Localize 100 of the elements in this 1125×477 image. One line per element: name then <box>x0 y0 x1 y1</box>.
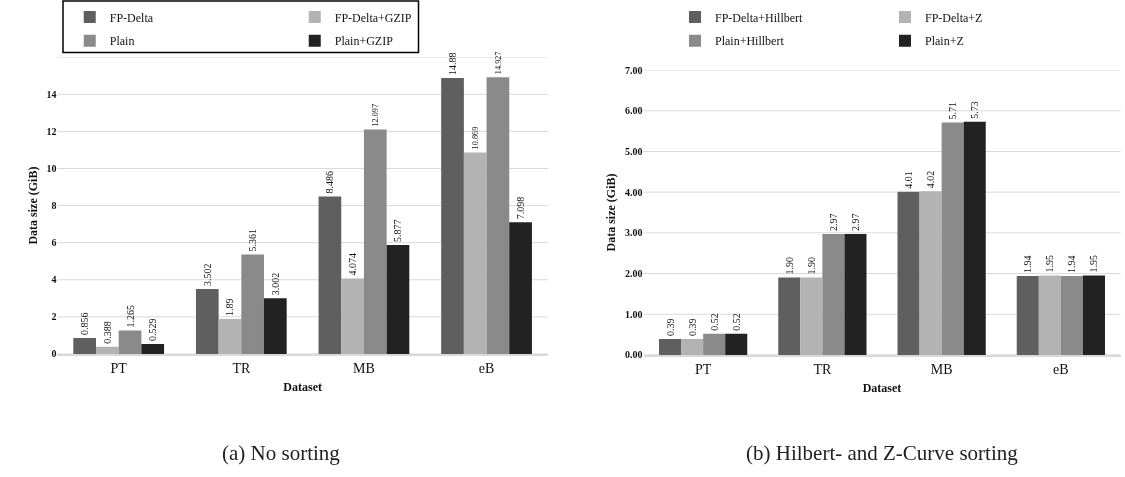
x-tick-label: PT <box>694 361 712 377</box>
data-label: 1.94 <box>1066 255 1078 273</box>
y-tick-label: 0 <box>51 348 57 360</box>
bar <box>941 122 964 355</box>
x-tick-label: MB <box>930 361 953 377</box>
bar <box>509 222 532 354</box>
y-tick-label: 2 <box>51 311 57 323</box>
bar <box>1082 275 1105 355</box>
y-axis-title: Data size (GiB) <box>604 173 619 252</box>
data-label: 10.869 <box>471 126 481 150</box>
bar <box>800 277 823 355</box>
y-tick-label: 4 <box>51 274 57 286</box>
bar <box>659 339 682 355</box>
legend-label: Plain+Z <box>925 34 964 49</box>
bar <box>363 129 387 354</box>
legend-label: Plain+GZIP <box>334 34 394 49</box>
data-label: 12.097 <box>371 103 381 127</box>
text: (a) No sorting <box>222 441 341 465</box>
x-tick-label: TR <box>813 361 832 377</box>
data-label: 2.97 <box>849 213 861 232</box>
data-label: 1.90 <box>783 257 795 275</box>
y-tick-label: 4.00 <box>625 186 643 198</box>
bar <box>241 254 264 354</box>
bar <box>195 289 219 354</box>
bar <box>341 278 364 354</box>
data-label: 3.502 <box>201 263 213 286</box>
data-label: 5.877 <box>392 219 404 242</box>
data-label: 8.486 <box>324 171 336 194</box>
x-tick-label: eB <box>478 360 495 376</box>
bar <box>844 234 867 355</box>
bar <box>822 234 845 355</box>
legend-label: FP-Delta <box>109 10 154 25</box>
y-tick-label: 8 <box>51 200 57 212</box>
data-label: 14.927 <box>493 51 503 75</box>
data-label: 0.529 <box>147 318 159 342</box>
data-label: 0.39 <box>686 318 698 337</box>
legend-label: FP-Delta+Hillbert <box>715 10 804 25</box>
y-tick-label: 14 <box>46 88 57 100</box>
y-axis-title: Data size (GiB) <box>25 166 40 245</box>
bar <box>778 277 801 355</box>
bar <box>318 196 342 354</box>
bar <box>1016 275 1039 355</box>
data-label: 5.73 <box>969 101 981 119</box>
legend-label: Plain <box>109 34 135 49</box>
bar <box>1060 275 1083 355</box>
bar <box>386 244 410 354</box>
bar <box>141 344 165 354</box>
y-tick-label: 2.00 <box>625 268 643 280</box>
bar <box>703 333 726 355</box>
data-label: 0.388 <box>101 321 113 344</box>
x-tick-label: eB <box>1053 361 1069 377</box>
y-tick-label: 6.00 <box>625 105 643 117</box>
data-label: 1.94 <box>1022 255 1034 273</box>
x-axis-title: Dataset <box>862 381 902 396</box>
data-label: 1.95 <box>1044 255 1056 273</box>
bar <box>441 78 464 354</box>
data-label: 1.90 <box>805 257 817 275</box>
text: (b) Hilbert- and Z-Curve sorting <box>746 441 1019 465</box>
y-tick-label: 12 <box>46 125 57 137</box>
data-label: 1.89 <box>224 298 236 316</box>
bar <box>463 152 487 354</box>
legend-label: Plain+Hillbert <box>715 34 785 49</box>
bar <box>963 121 986 355</box>
data-label: 0.856 <box>79 312 91 336</box>
bar <box>725 333 748 355</box>
y-tick-label: 0.00 <box>625 349 643 361</box>
legend-label: FP-Delta+GZIP <box>334 10 412 25</box>
data-label: 1.265 <box>124 304 136 328</box>
x-tick-label: PT <box>110 360 128 376</box>
bar <box>897 191 920 355</box>
data-label: 5.361 <box>247 229 259 252</box>
data-label: 14.88 <box>447 52 459 76</box>
bar <box>73 338 97 354</box>
y-tick-label: 7.00 <box>625 64 643 76</box>
bar <box>96 346 119 354</box>
data-label: 0.39 <box>664 318 676 337</box>
bar <box>1038 275 1061 355</box>
data-label: 4.074 <box>347 252 359 276</box>
bar <box>118 330 142 354</box>
data-label: 4.02 <box>925 170 937 189</box>
y-tick-label: 5.00 <box>625 145 643 157</box>
data-label: 7.098 <box>515 196 527 220</box>
bar <box>264 298 287 354</box>
y-tick-label: 10 <box>46 163 57 174</box>
y-tick-label: 6 <box>51 237 57 249</box>
bar <box>919 191 942 355</box>
data-label: 3.002 <box>269 272 281 296</box>
x-tick-label: TR <box>232 360 251 376</box>
bar <box>681 339 704 355</box>
y-tick-label: 3.00 <box>625 227 643 239</box>
data-label: 2.97 <box>827 213 839 232</box>
x-tick-label: MB <box>353 360 375 376</box>
data-label: 1.95 <box>1088 255 1100 273</box>
bar <box>486 77 510 354</box>
bar <box>218 318 242 354</box>
data-label: 5.71 <box>947 102 959 120</box>
data-label: 0.52 <box>708 313 720 331</box>
legend-label: FP-Delta+Z <box>925 10 983 25</box>
data-label: 0.52 <box>730 313 742 331</box>
data-label: 4.01 <box>903 171 915 189</box>
